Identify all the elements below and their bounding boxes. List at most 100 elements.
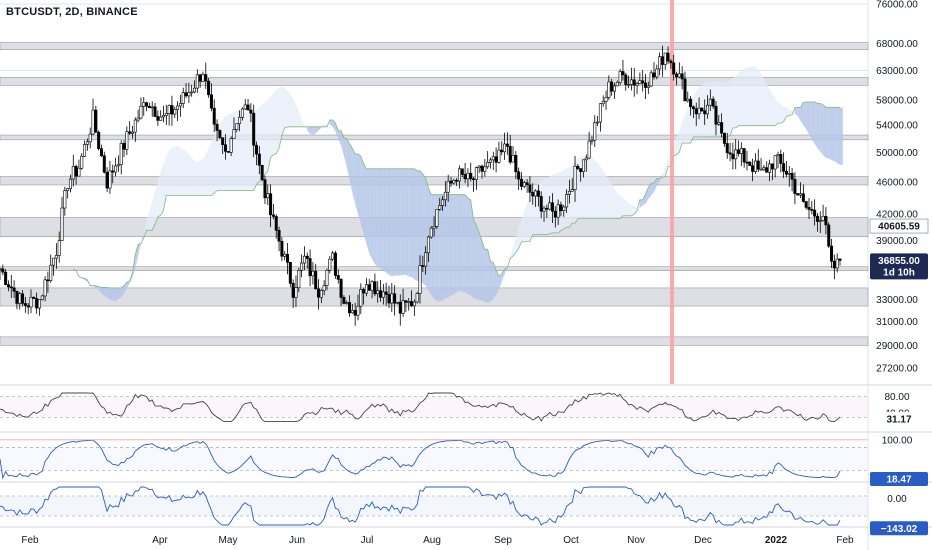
candle — [415, 291, 419, 304]
cloud-segment — [152, 191, 156, 231]
candle-body — [426, 236, 430, 254]
cloud-segment — [496, 270, 499, 295]
candle-body — [621, 71, 625, 76]
candle-body — [29, 296, 33, 308]
candle-body — [706, 104, 710, 115]
cloud-segment — [414, 168, 418, 281]
candle — [40, 294, 44, 301]
candle-body — [838, 258, 842, 261]
candle — [497, 141, 501, 164]
candle — [136, 109, 140, 123]
candle — [429, 226, 433, 239]
candle-body — [424, 252, 428, 267]
candle — [655, 64, 659, 80]
candle-body — [384, 291, 388, 295]
candle — [824, 207, 828, 235]
candle — [680, 66, 684, 90]
candle — [353, 302, 357, 326]
candle-body — [472, 178, 476, 181]
candle-body — [52, 257, 56, 266]
candle-body — [519, 178, 523, 187]
stoch-band — [0, 447, 868, 471]
x-tick-label: Jun — [289, 535, 305, 546]
candle-body — [291, 283, 295, 298]
cloud-segment — [761, 74, 764, 126]
candle-body — [672, 62, 676, 75]
candle-body — [460, 168, 464, 175]
cloud-segment — [343, 137, 347, 168]
candle-body — [528, 184, 532, 193]
candle — [218, 129, 222, 140]
candle-body — [652, 72, 656, 78]
candle-body — [176, 105, 180, 110]
cloud-segment — [383, 168, 387, 273]
candle — [235, 123, 239, 133]
candle-body — [49, 264, 53, 281]
candle — [147, 102, 151, 109]
cloud-segment — [93, 285, 96, 288]
candle-body — [455, 180, 459, 182]
candle — [559, 201, 563, 217]
candle-body — [128, 131, 132, 134]
candle-body — [212, 107, 216, 125]
candle — [192, 80, 196, 94]
candle — [779, 149, 783, 173]
candle — [212, 99, 216, 133]
candle — [294, 275, 298, 308]
candle — [612, 82, 616, 99]
cloud-segment — [197, 161, 201, 196]
candle-body — [449, 180, 453, 184]
x-tick-label: Feb — [836, 535, 854, 546]
cloud-segment — [840, 107, 843, 165]
candle — [503, 132, 507, 160]
candle — [57, 231, 61, 263]
candle-body — [770, 163, 774, 170]
cloud-segment — [746, 66, 750, 126]
candle — [810, 200, 814, 215]
candle-body — [23, 303, 27, 306]
candle — [652, 62, 656, 80]
cloud-segment — [245, 112, 249, 191]
cloud-segment — [738, 70, 742, 126]
candle — [379, 280, 383, 302]
cloud-segment — [166, 150, 170, 196]
candle-body — [229, 138, 233, 153]
candle-body — [618, 71, 622, 83]
candle-body — [488, 159, 492, 163]
candle — [505, 132, 509, 155]
candle-body — [353, 309, 357, 316]
candle — [641, 69, 645, 92]
candle-body — [742, 148, 746, 163]
candle-body — [198, 74, 202, 82]
candle — [542, 205, 546, 222]
candle-body — [835, 258, 839, 269]
candle — [762, 164, 766, 172]
cloud-segment — [211, 135, 215, 196]
cloud-segment — [642, 194, 646, 206]
candle — [649, 70, 653, 88]
candle — [71, 154, 75, 187]
candle — [455, 178, 459, 187]
candle-body — [734, 149, 738, 160]
cloud-segment — [104, 287, 108, 298]
candle — [311, 262, 315, 285]
cloud-segment — [138, 243, 141, 256]
candle — [646, 81, 650, 95]
candle-body — [627, 84, 631, 86]
cloud-segment — [307, 126, 311, 134]
cloud-segment — [248, 112, 251, 191]
candle — [593, 115, 597, 148]
candle-body — [1, 268, 5, 273]
candle — [54, 243, 58, 269]
candle-body — [765, 167, 769, 173]
candle — [238, 110, 242, 132]
candle-body — [452, 180, 456, 184]
cloud-segment — [386, 168, 389, 275]
candle-body — [703, 110, 707, 115]
cloud-segment — [160, 164, 164, 216]
y-tick-label: 76000.00 — [876, 0, 918, 11]
candle-body — [745, 161, 749, 164]
candle — [759, 158, 763, 171]
cloud-segment — [377, 168, 381, 269]
